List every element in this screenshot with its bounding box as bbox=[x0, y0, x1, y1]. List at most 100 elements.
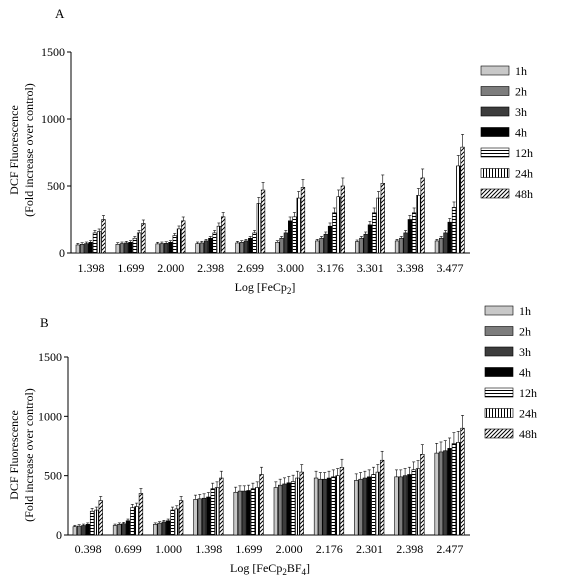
bar bbox=[117, 524, 122, 536]
x-tick-label: 1.398 bbox=[77, 261, 104, 275]
x-tick-label: 1.699 bbox=[235, 542, 262, 556]
bar bbox=[394, 476, 399, 536]
bar bbox=[372, 212, 377, 254]
x-tick-label: 2.477 bbox=[436, 542, 463, 556]
bar bbox=[128, 241, 133, 254]
bar bbox=[121, 523, 126, 536]
bar bbox=[124, 242, 129, 254]
bar bbox=[340, 185, 345, 254]
bar bbox=[92, 232, 98, 254]
panel-b-ylabel: DCF Fluorescence bbox=[7, 410, 21, 500]
bar bbox=[358, 478, 363, 536]
panel-b: B DCF Fluorescence (Fold increase over c… bbox=[7, 304, 537, 577]
bar bbox=[101, 219, 106, 254]
bar bbox=[411, 469, 416, 536]
bar bbox=[399, 237, 404, 254]
panel-b-legend: 1h 2h 3h 4h 12h 24h 48h bbox=[484, 304, 537, 441]
bar bbox=[394, 240, 400, 254]
legend-swatch bbox=[484, 346, 514, 357]
panel-a-legend: 1h 2h 3h 4h 12h 24h 48h bbox=[480, 64, 533, 201]
bar bbox=[252, 232, 257, 254]
y-tick-label: 0 bbox=[56, 528, 62, 542]
bar bbox=[331, 476, 336, 536]
x-tick-label: 2.699 bbox=[237, 261, 264, 275]
bar bbox=[81, 525, 86, 536]
bar bbox=[203, 240, 209, 254]
panel-a-xlabel: Log [FeCp2] bbox=[235, 280, 296, 296]
bar bbox=[443, 232, 448, 254]
bar bbox=[375, 471, 380, 536]
x-tick-label: 3.477 bbox=[437, 261, 464, 275]
bar bbox=[371, 474, 376, 536]
bar bbox=[237, 490, 243, 536]
legend-swatch bbox=[480, 106, 510, 117]
bar bbox=[363, 233, 368, 254]
panel-b-bars bbox=[72, 415, 465, 536]
bar bbox=[402, 475, 408, 536]
bar bbox=[136, 232, 142, 254]
x-tick-label: 2.000 bbox=[276, 542, 303, 556]
legend-swatch bbox=[484, 326, 514, 336]
legend-label: 12h bbox=[515, 146, 533, 160]
bar bbox=[296, 197, 301, 254]
bar bbox=[130, 507, 135, 536]
bar bbox=[153, 524, 158, 536]
bar bbox=[85, 524, 90, 536]
bar bbox=[460, 427, 465, 536]
bar bbox=[300, 187, 306, 254]
bar bbox=[367, 476, 372, 536]
bar bbox=[376, 197, 381, 254]
x-tick-label: 3.000 bbox=[277, 261, 304, 275]
bar bbox=[367, 224, 373, 254]
bar bbox=[336, 196, 341, 254]
x-tick-label: 1.699 bbox=[117, 261, 144, 275]
legend-label: 3h bbox=[519, 345, 531, 359]
legend-swatch bbox=[484, 408, 514, 418]
bar bbox=[119, 243, 125, 254]
bar bbox=[290, 481, 296, 536]
x-tick-label: 2.176 bbox=[316, 542, 343, 556]
x-tick-label: 3.301 bbox=[357, 261, 384, 275]
bar bbox=[415, 468, 421, 536]
bar bbox=[195, 243, 200, 254]
panel-a-xtick-labels: 1.398 1.699 2.000 2.398 2.699 3.000 3.176 3.301… bbox=[77, 261, 463, 275]
bar bbox=[75, 244, 80, 254]
bar bbox=[84, 243, 89, 254]
panel-a-ylabel: DCF Fluorescence bbox=[7, 105, 21, 195]
bar bbox=[233, 491, 238, 536]
bar bbox=[178, 500, 184, 536]
legend-label: 3h bbox=[515, 105, 527, 119]
legend-swatch bbox=[484, 387, 514, 398]
legend-label: 24h bbox=[515, 167, 533, 181]
bar bbox=[335, 475, 340, 536]
bar bbox=[208, 237, 213, 254]
bar bbox=[172, 235, 177, 254]
bar bbox=[420, 177, 425, 254]
bar bbox=[77, 525, 82, 536]
bar bbox=[199, 242, 204, 254]
bar bbox=[259, 474, 264, 536]
bar bbox=[157, 522, 162, 536]
legend-swatch bbox=[484, 428, 514, 439]
bar bbox=[319, 237, 324, 254]
bar bbox=[354, 480, 359, 536]
bar bbox=[434, 452, 439, 536]
legend-label: 48h bbox=[515, 187, 533, 201]
panel-a-bars bbox=[75, 134, 465, 254]
x-tick-label: 1.398 bbox=[195, 542, 222, 556]
bar bbox=[115, 243, 120, 254]
legend-label: 1h bbox=[519, 304, 531, 318]
bar bbox=[138, 493, 144, 536]
bar bbox=[438, 451, 444, 536]
bar bbox=[216, 225, 222, 254]
panel-a: A DCF Fluorescence (Fold increase over c… bbox=[7, 6, 533, 296]
bar bbox=[451, 207, 457, 254]
bar bbox=[141, 223, 146, 254]
legend-swatch bbox=[480, 168, 510, 178]
legend-swatch bbox=[480, 86, 510, 96]
bar bbox=[134, 506, 139, 536]
bar bbox=[248, 237, 253, 254]
bar bbox=[221, 216, 226, 254]
panel-a-label: A bbox=[55, 6, 65, 21]
